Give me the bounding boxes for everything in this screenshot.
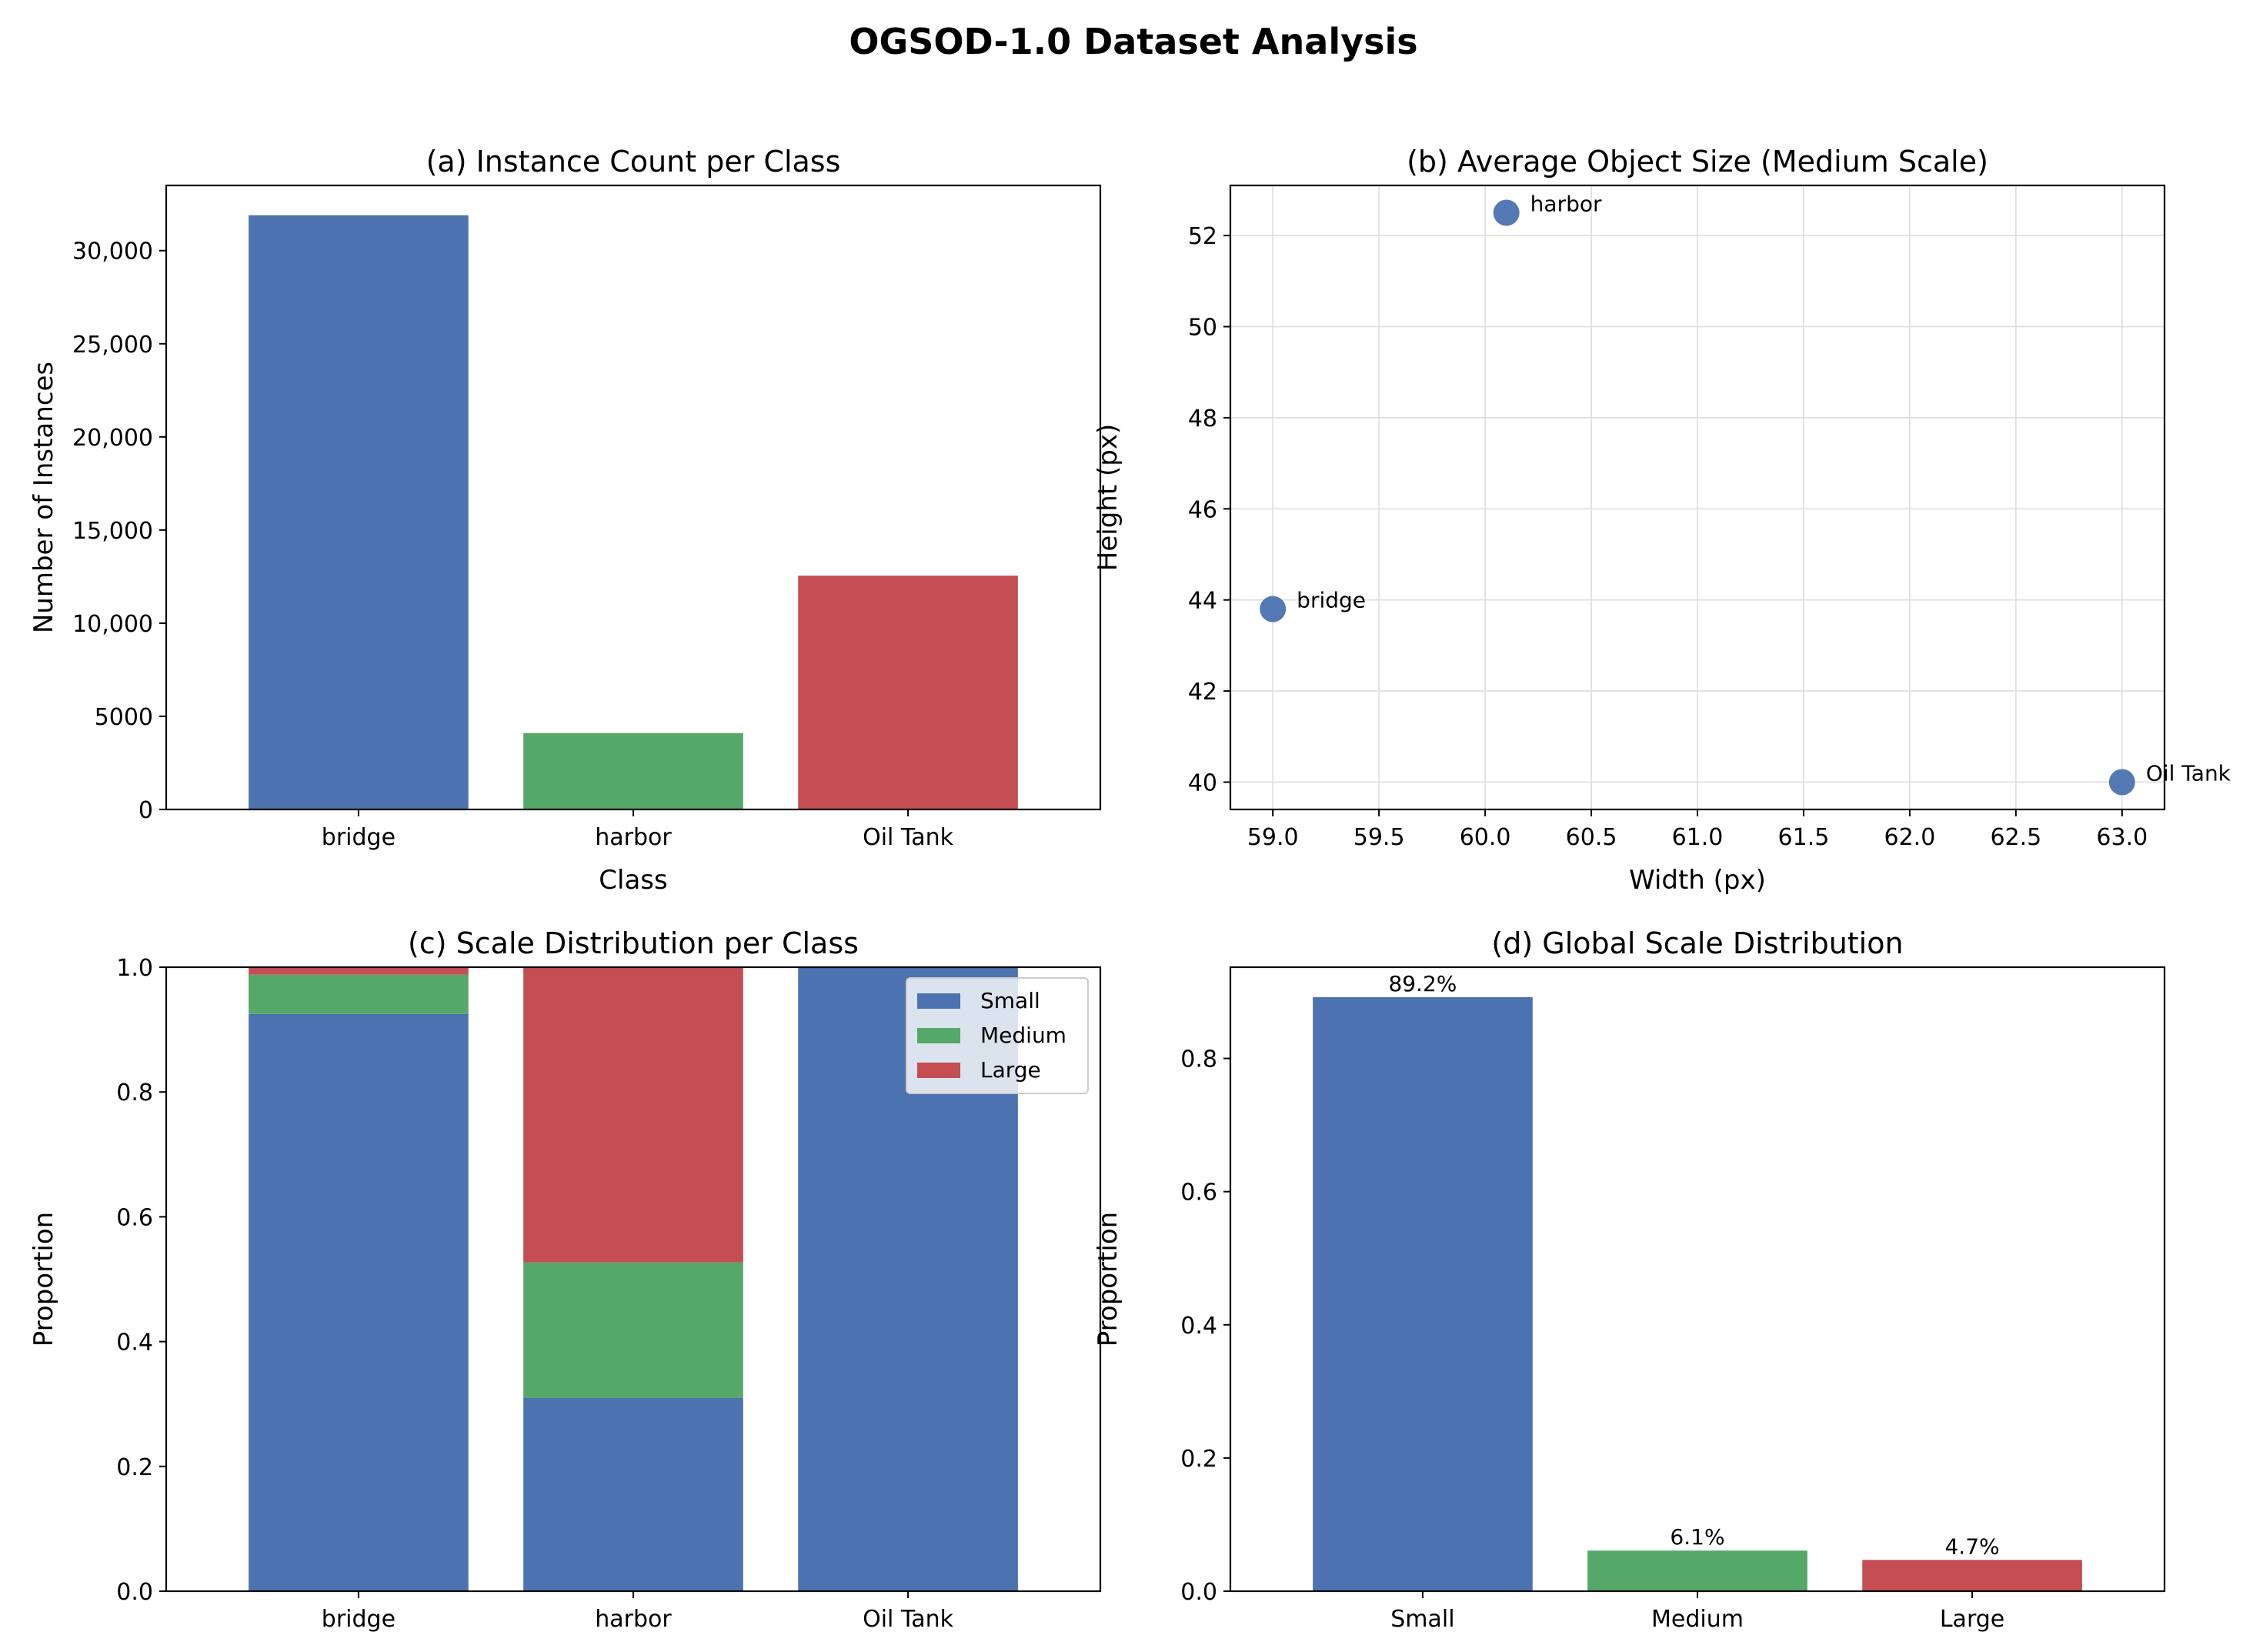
panel-b-y-tick-label: 52	[1188, 223, 1217, 250]
legend-swatch-small	[917, 993, 960, 1009]
panel-a-axes-frame	[165, 184, 1102, 811]
bar-bridge-medium	[249, 974, 469, 1014]
panel-d-global-scale: (d) Global Scale Distribution Proportion 8…	[1093, 926, 2166, 1633]
panel-b-x-tick-label: 63.0	[2096, 824, 2148, 851]
panel-c-axes-frame	[165, 966, 1102, 1593]
point-bridge	[1260, 596, 1287, 622]
panel-c-y-tick-label: 0.4	[116, 1330, 153, 1357]
panel-c-y-axis-label: Proportion	[28, 1212, 59, 1347]
panel-a-y-tick-label: 25,000	[72, 332, 153, 359]
panel-d-x-tick-label: Small	[1390, 1606, 1454, 1633]
bar-harbor-small	[523, 1397, 743, 1591]
bar-oil-tank	[798, 576, 1018, 809]
panel-a-y-tick-label: 30,000	[72, 239, 153, 265]
panel-b-x-tick-label: 62.0	[1884, 824, 1936, 851]
panel-c-y-tick-label: 0.6	[116, 1204, 153, 1231]
panel-a-x-tick-label: bridge	[322, 824, 396, 851]
panel-a-x-tick-label: Oil Tank	[863, 824, 954, 851]
panel-a-title: (a) Instance Count per Class	[426, 145, 841, 179]
bar-bridge-large	[249, 967, 469, 975]
point-harbor	[1493, 199, 1520, 226]
panel-b-y-tick-label: 44	[1188, 588, 1217, 615]
panel-b-x-tick-label: 59.5	[1353, 824, 1405, 851]
panel-c-x-tick-label: bridge	[322, 1606, 396, 1633]
panel-c-scale-distribution: (c) Scale Distribution per Class Proporti…	[28, 926, 1102, 1633]
panel-a-y-tick-label: 10,000	[72, 611, 153, 638]
panel-d-y-tick-label: 0.4	[1180, 1313, 1217, 1340]
panel-d-x-tick-label: Large	[1940, 1606, 2004, 1633]
panel-c-x-tick-label: harbor	[595, 1606, 672, 1633]
bar-small	[1313, 996, 1533, 1591]
panel-c-y-tick-label: 0.8	[116, 1080, 153, 1106]
legend-swatch-large	[917, 1063, 960, 1078]
panel-d-y-tick-label: 0.8	[1180, 1046, 1217, 1073]
data-label-medium: 6.1%	[1670, 1524, 1724, 1550]
point-label-bridge: bridge	[1297, 588, 1366, 613]
point-label-oil-tank: Oil Tank	[2146, 760, 2231, 786]
panel-a-instance-count: (a) Instance Count per Class Class Number …	[28, 145, 1102, 896]
panel-a-y-tick-label: 5000	[95, 704, 153, 731]
panel-d-title: (d) Global Scale Distribution	[1491, 926, 1903, 960]
panel-b-object-size: (b) Average Object Size (Medium Scale) Wi…	[1093, 145, 2231, 896]
point-label-harbor: harbor	[1530, 192, 1602, 217]
panel-d-y-axis-label: Proportion	[1093, 1212, 1123, 1347]
data-label-small: 89.2%	[1388, 971, 1457, 996]
panel-a-y-tick-label: 0	[139, 797, 153, 824]
bar-harbor-large	[523, 967, 743, 1263]
panel-c-y-tick-label: 1.0	[116, 955, 153, 982]
panel-b-y-tick-label: 40	[1188, 769, 1217, 796]
panel-b-y-tick-label: 42	[1188, 679, 1217, 706]
bar-large	[1862, 1560, 2082, 1591]
panel-b-x-tick-label: 61.5	[1778, 824, 1830, 851]
point-oil-tank	[2108, 769, 2135, 796]
panel-b-x-axis-label: Width (px)	[1629, 865, 1766, 896]
panel-b-x-tick-label: 62.5	[1990, 824, 2041, 851]
panel-a-x-tick-label: harbor	[595, 824, 672, 851]
panel-d-axes-frame	[1229, 966, 2166, 1593]
panel-d-y-tick-label: 0.6	[1180, 1180, 1217, 1206]
bar-harbor-medium	[523, 1262, 743, 1398]
panel-b-y-tick-label: 46	[1188, 496, 1217, 523]
panel-c-y-tick-label: 0.0	[116, 1579, 153, 1606]
legend-entry-medium: Medium	[980, 1023, 1066, 1048]
bar-harbor	[523, 733, 743, 809]
panel-b-x-tick-label: 59.0	[1247, 824, 1299, 851]
bar-medium	[1587, 1550, 1807, 1591]
panel-c-y-tick-label: 0.2	[116, 1454, 153, 1481]
panel-b-x-tick-label: 61.0	[1672, 824, 1724, 851]
panel-d-x-tick-label: Medium	[1651, 1606, 1744, 1633]
panel-b-x-tick-label: 60.5	[1566, 824, 1617, 851]
legend-entry-small: Small	[980, 988, 1040, 1013]
panel-d-y-tick-label: 0.0	[1180, 1579, 1217, 1606]
figure-title: OGSOD-1.0 Dataset Analysis	[849, 21, 1417, 62]
bar-bridge	[249, 215, 469, 809]
panel-b-y-axis-label: Height (px)	[1093, 424, 1123, 571]
panel-b-y-tick-label: 50	[1188, 315, 1217, 342]
panel-b-axes-frame	[1229, 184, 2166, 811]
panel-b-title: (b) Average Object Size (Medium Scale)	[1407, 145, 1988, 179]
data-label-large: 4.7%	[1944, 1534, 1999, 1559]
panel-a-y-tick-label: 15,000	[72, 518, 153, 545]
panel-a-y-axis-label: Number of Instances	[28, 362, 59, 633]
panel-c-x-tick-label: Oil Tank	[863, 1606, 954, 1633]
panel-a-y-tick-label: 20,000	[72, 425, 153, 452]
panel-c-legend: Small Medium Large	[906, 977, 1089, 1094]
panel-a-x-axis-label: Class	[599, 865, 667, 896]
panel-b-x-tick-label: 60.0	[1460, 824, 1511, 851]
bar-bridge-small	[249, 1013, 469, 1591]
panel-b-y-tick-label: 48	[1188, 405, 1217, 432]
panel-d-y-tick-label: 0.2	[1180, 1446, 1217, 1473]
legend-entry-large: Large	[980, 1057, 1041, 1083]
legend-swatch-medium	[917, 1028, 960, 1043]
panel-c-title: (c) Scale Distribution per Class	[408, 926, 859, 960]
